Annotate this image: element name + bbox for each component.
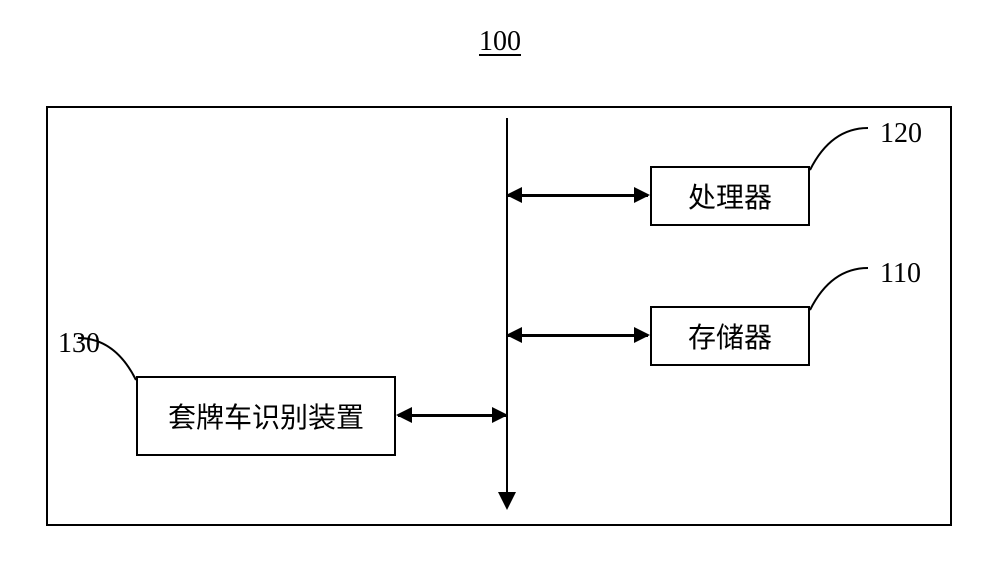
device-ref: 130 bbox=[58, 328, 100, 360]
memory-label: 存储器 bbox=[688, 316, 772, 356]
diagram-canvas: 100 处理器 存储器 套牌车识别装置 120 110 130 bbox=[0, 0, 1000, 588]
bus-memory-connector bbox=[508, 334, 648, 337]
leader-curve bbox=[810, 268, 868, 310]
processor-block: 处理器 bbox=[650, 166, 810, 226]
leader-curve bbox=[810, 128, 868, 170]
device-label: 套牌车识别装置 bbox=[168, 396, 364, 436]
device-leader: 130 bbox=[74, 334, 154, 394]
memory-leader: 110 bbox=[808, 264, 928, 324]
bus-processor-connector bbox=[508, 194, 648, 197]
figure-number: 100 bbox=[0, 26, 1000, 58]
processor-label: 处理器 bbox=[688, 176, 772, 216]
system-bus bbox=[506, 118, 508, 508]
memory-block: 存储器 bbox=[650, 306, 810, 366]
processor-ref: 120 bbox=[880, 118, 922, 150]
memory-ref: 110 bbox=[880, 258, 921, 290]
device-block: 套牌车识别装置 bbox=[136, 376, 396, 456]
processor-leader: 120 bbox=[808, 124, 928, 184]
device-bus-connector bbox=[398, 414, 506, 417]
